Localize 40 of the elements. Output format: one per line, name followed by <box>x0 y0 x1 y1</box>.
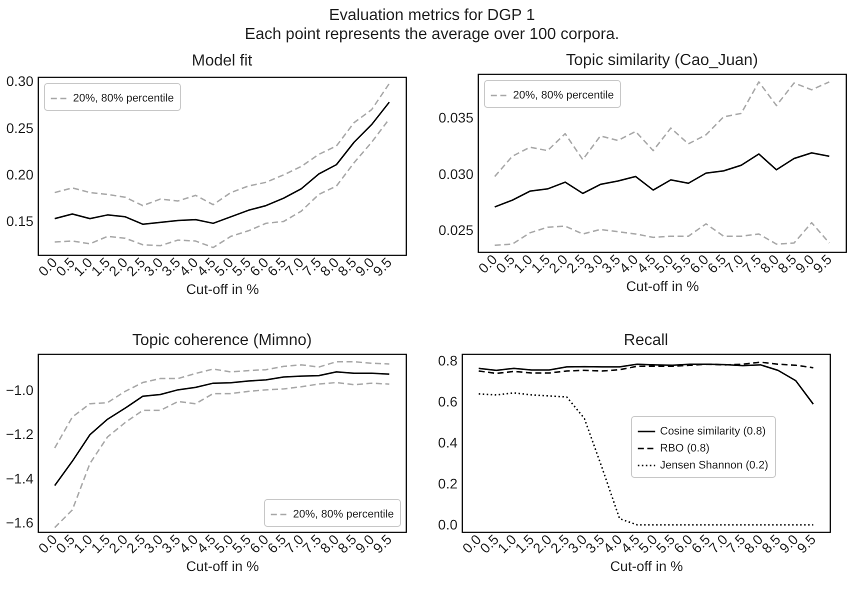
line-series <box>478 392 814 526</box>
line-series <box>54 371 390 486</box>
y-tick-label: 0.2 <box>438 475 458 492</box>
chart-title: Model fit <box>192 52 253 70</box>
line-series <box>54 82 390 206</box>
line-series <box>494 81 830 178</box>
y-tick-label: 0.30 <box>6 73 34 90</box>
y-tick-label: 0.8 <box>438 352 458 369</box>
legend-label: 20%, 80% percentile <box>293 508 394 520</box>
y-tick-label: 0.035 <box>438 109 474 126</box>
legend-label: Cosine similarity (0.8) <box>660 426 766 438</box>
legend-label: RBO (0.8) <box>660 442 710 454</box>
legend-label: 20%, 80% percentile <box>73 92 174 104</box>
line-series <box>478 363 814 405</box>
y-tick-label: 0.25 <box>6 120 34 136</box>
line-series <box>494 222 830 246</box>
text: Evaluation metrics for DGP 1 <box>328 6 536 25</box>
line-series <box>494 152 830 208</box>
y-tick-label: 0.4 <box>438 434 458 450</box>
chart-title: Topic coherence (Mimno) <box>132 332 312 349</box>
line-series <box>54 360 390 449</box>
y-tick-label: 0.025 <box>438 222 474 238</box>
chart-title: Recall <box>624 332 668 349</box>
y-tick-label: 0.20 <box>6 166 34 182</box>
y-tick-label: 0.6 <box>438 394 458 410</box>
x-axis-title: Cut-off in % <box>610 558 683 574</box>
y-tick-label: −1.0 <box>6 382 34 398</box>
text: Each point represents the average over 100 corpora. <box>244 25 620 44</box>
x-axis-title: Cut-off in % <box>186 558 259 574</box>
y-tick-label: −1.4 <box>6 470 34 486</box>
legend-label: Jensen Shannon (0.2) <box>660 460 768 472</box>
x-axis-title: Cut-off in % <box>626 278 699 294</box>
y-tick-label: 0.15 <box>6 212 34 229</box>
x-axis-title: Cut-off in % <box>186 281 259 298</box>
legend-label: 20%, 80% percentile <box>513 90 614 102</box>
y-tick-label: −1.6 <box>6 514 34 531</box>
y-tick-label: 0.0 <box>438 516 458 532</box>
chart-title: Topic similarity (Cao_Juan) <box>566 52 758 69</box>
y-tick-label: −1.2 <box>6 426 34 442</box>
y-tick-label: 0.030 <box>438 166 474 182</box>
